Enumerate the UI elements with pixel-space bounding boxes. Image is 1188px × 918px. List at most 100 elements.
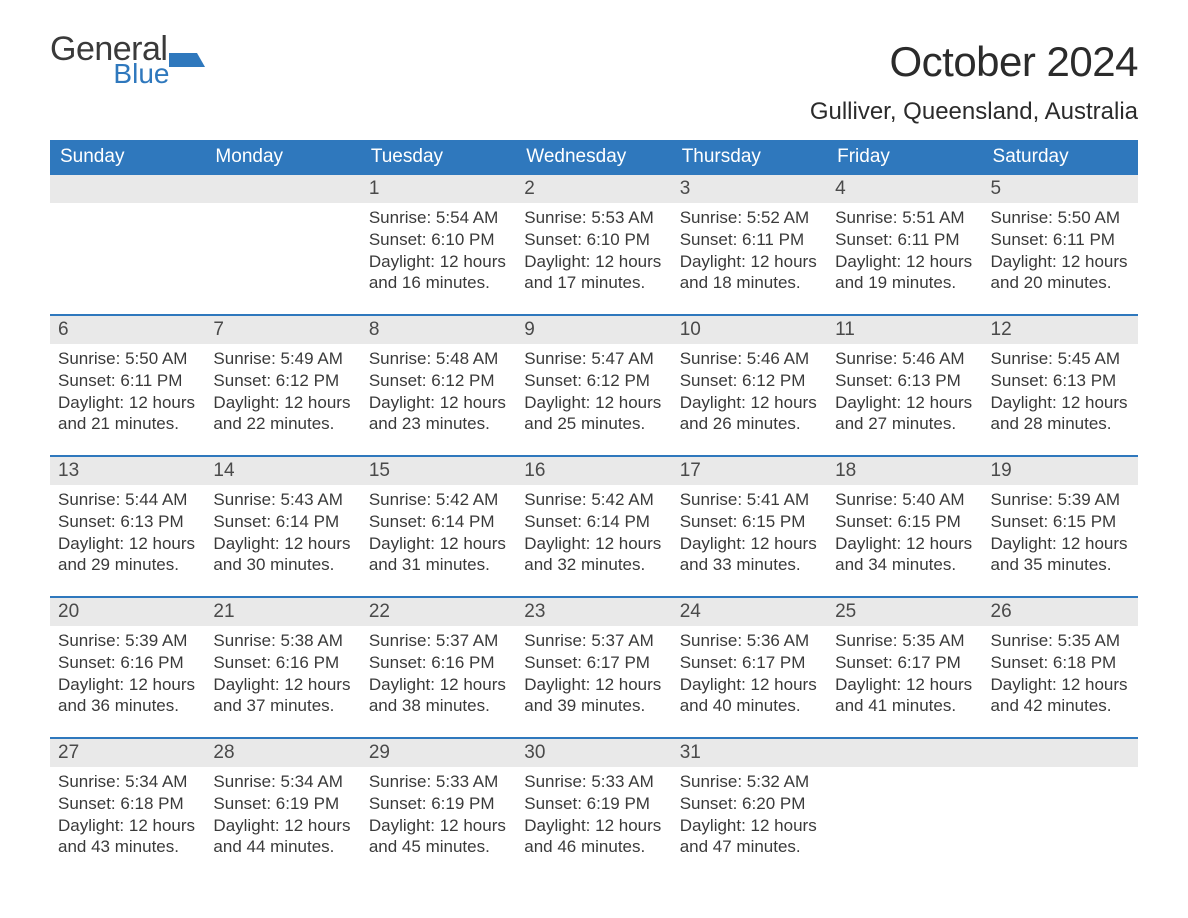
location-subtitle: Gulliver, Queensland, Australia — [810, 98, 1138, 126]
sunrise-line: Sunrise: 5:40 AM — [835, 489, 974, 511]
sunrise-line: Sunrise: 5:42 AM — [524, 489, 663, 511]
daylight-line: Daylight: 12 hours and 41 minutes. — [835, 674, 974, 718]
day-cell: 26Sunrise: 5:35 AMSunset: 6:18 PMDayligh… — [983, 598, 1138, 737]
sunrise-line: Sunrise: 5:35 AM — [991, 630, 1130, 652]
day-body: Sunrise: 5:51 AMSunset: 6:11 PMDaylight:… — [827, 203, 982, 314]
week-row: 6Sunrise: 5:50 AMSunset: 6:11 PMDaylight… — [50, 314, 1138, 455]
day-cell: 29Sunrise: 5:33 AMSunset: 6:19 PMDayligh… — [361, 739, 516, 878]
sunset-line: Sunset: 6:11 PM — [991, 229, 1130, 251]
day-number: 22 — [361, 598, 516, 626]
sunrise-line: Sunrise: 5:33 AM — [369, 771, 508, 793]
daylight-line: Daylight: 12 hours and 20 minutes. — [991, 251, 1130, 295]
day-cell: 9Sunrise: 5:47 AMSunset: 6:12 PMDaylight… — [516, 316, 671, 455]
day-number: 30 — [516, 739, 671, 767]
daylight-line: Daylight: 12 hours and 17 minutes. — [524, 251, 663, 295]
day-number: 5 — [983, 175, 1138, 203]
sunrise-line: Sunrise: 5:53 AM — [524, 207, 663, 229]
day-body: Sunrise: 5:45 AMSunset: 6:13 PMDaylight:… — [983, 344, 1138, 455]
day-body: Sunrise: 5:44 AMSunset: 6:13 PMDaylight:… — [50, 485, 205, 596]
day-number: 28 — [205, 739, 360, 767]
day-body: Sunrise: 5:39 AMSunset: 6:16 PMDaylight:… — [50, 626, 205, 737]
daylight-line: Daylight: 12 hours and 23 minutes. — [369, 392, 508, 436]
day-number — [205, 175, 360, 203]
sunset-line: Sunset: 6:19 PM — [369, 793, 508, 815]
day-cell: 19 Sunrise: 5:39 AMSunset: 6:15 PMDayligh… — [983, 457, 1138, 596]
day-cell: 15Sunrise: 5:42 AMSunset: 6:14 PMDayligh… — [361, 457, 516, 596]
sunrise-line: Sunrise: 5:51 AM — [835, 207, 974, 229]
week-row: 13Sunrise: 5:44 AMSunset: 6:13 PMDayligh… — [50, 455, 1138, 596]
sunset-line: Sunset: 6:16 PM — [369, 652, 508, 674]
day-cell: 31Sunrise: 5:32 AMSunset: 6:20 PMDayligh… — [672, 739, 827, 878]
dow-cell: Wednesday — [516, 140, 671, 175]
day-cell — [827, 739, 982, 878]
day-number: 2 — [516, 175, 671, 203]
day-cell — [983, 739, 1138, 878]
day-body: Sunrise: 5:47 AMSunset: 6:12 PMDaylight:… — [516, 344, 671, 455]
sunrise-line: Sunrise: 5:39 AM — [991, 489, 1130, 511]
dow-cell: Saturday — [983, 140, 1138, 175]
week-row: 27Sunrise: 5:34 AMSunset: 6:18 PMDayligh… — [50, 737, 1138, 878]
day-body: Sunrise: 5:50 AMSunset: 6:11 PMDaylight:… — [983, 203, 1138, 314]
sunset-line: Sunset: 6:17 PM — [680, 652, 819, 674]
day-cell: 22Sunrise: 5:37 AMSunset: 6:16 PMDayligh… — [361, 598, 516, 737]
sunset-line: Sunset: 6:16 PM — [213, 652, 352, 674]
day-cell: 8Sunrise: 5:48 AMSunset: 6:12 PMDaylight… — [361, 316, 516, 455]
sunset-line: Sunset: 6:14 PM — [369, 511, 508, 533]
daylight-line: Daylight: 12 hours and 22 minutes. — [213, 392, 352, 436]
day-cell — [50, 175, 205, 314]
sunrise-line: Sunrise: 5:35 AM — [835, 630, 974, 652]
daylight-line: Daylight: 12 hours and 46 minutes. — [524, 815, 663, 859]
day-number — [50, 175, 205, 203]
daylight-line: Daylight: 12 hours and 35 minutes. — [991, 533, 1130, 577]
day-cell: 6Sunrise: 5:50 AMSunset: 6:11 PMDaylight… — [50, 316, 205, 455]
day-cell: 7Sunrise: 5:49 AMSunset: 6:12 PMDaylight… — [205, 316, 360, 455]
day-body: Sunrise: 5:36 AMSunset: 6:17 PMDaylight:… — [672, 626, 827, 737]
day-cell: 1Sunrise: 5:54 AMSunset: 6:10 PMDaylight… — [361, 175, 516, 314]
day-number: 10 — [672, 316, 827, 344]
day-cell: 4Sunrise: 5:51 AMSunset: 6:11 PMDaylight… — [827, 175, 982, 314]
day-number: 31 — [672, 739, 827, 767]
dow-cell: Tuesday — [361, 140, 516, 175]
day-number: 6 — [50, 316, 205, 344]
day-cell: 3Sunrise: 5:52 AMSunset: 6:11 PMDaylight… — [672, 175, 827, 314]
sunset-line: Sunset: 6:18 PM — [991, 652, 1130, 674]
sunrise-line: Sunrise: 5:38 AM — [213, 630, 352, 652]
daylight-line: Daylight: 12 hours and 34 minutes. — [835, 533, 974, 577]
day-cell: 13Sunrise: 5:44 AMSunset: 6:13 PMDayligh… — [50, 457, 205, 596]
brand-logo: General Blue — [50, 32, 205, 88]
sunrise-line: Sunrise: 5:46 AM — [680, 348, 819, 370]
sunset-line: Sunset: 6:17 PM — [835, 652, 974, 674]
day-cell: 2Sunrise: 5:53 AMSunset: 6:10 PMDaylight… — [516, 175, 671, 314]
title-block: October 2024 Gulliver, Queensland, Austr… — [810, 38, 1138, 126]
sunset-line: Sunset: 6:19 PM — [524, 793, 663, 815]
day-number: 11 — [827, 316, 982, 344]
day-cell: 23Sunrise: 5:37 AMSunset: 6:17 PMDayligh… — [516, 598, 671, 737]
day-body: Sunrise: 5:35 AMSunset: 6:17 PMDaylight:… — [827, 626, 982, 737]
daylight-line: Daylight: 12 hours and 25 minutes. — [524, 392, 663, 436]
dow-cell: Sunday — [50, 140, 205, 175]
daylight-line: Daylight: 12 hours and 42 minutes. — [991, 674, 1130, 718]
day-body: Sunrise: 5:41 AMSunset: 6:15 PMDaylight:… — [672, 485, 827, 596]
sunset-line: Sunset: 6:20 PM — [680, 793, 819, 815]
day-number: 18 — [827, 457, 982, 485]
calendar: SundayMondayTuesdayWednesdayThursdayFrid… — [50, 140, 1138, 878]
sunrise-line: Sunrise: 5:54 AM — [369, 207, 508, 229]
dow-cell: Friday — [827, 140, 982, 175]
day-number: 17 — [672, 457, 827, 485]
day-number: 14 — [205, 457, 360, 485]
sunrise-line: Sunrise: 5:34 AM — [213, 771, 352, 793]
sunset-line: Sunset: 6:15 PM — [835, 511, 974, 533]
sunset-line: Sunset: 6:14 PM — [524, 511, 663, 533]
day-cell: 10Sunrise: 5:46 AMSunset: 6:12 PMDayligh… — [672, 316, 827, 455]
header: General Blue October 2024 Gulliver, Quee… — [50, 38, 1138, 126]
day-body: Sunrise: 5:37 AMSunset: 6:16 PMDaylight:… — [361, 626, 516, 737]
sunset-line: Sunset: 6:15 PM — [680, 511, 819, 533]
day-body: Sunrise: 5:33 AMSunset: 6:19 PMDaylight:… — [516, 767, 671, 878]
sunset-line: Sunset: 6:11 PM — [835, 229, 974, 251]
day-cell: 25Sunrise: 5:35 AMSunset: 6:17 PMDayligh… — [827, 598, 982, 737]
sunset-line: Sunset: 6:15 PM — [991, 511, 1130, 533]
daylight-line: Daylight: 12 hours and 29 minutes. — [58, 533, 197, 577]
day-number: 24 — [672, 598, 827, 626]
day-number: 19 — [983, 457, 1138, 485]
day-body: Sunrise: 5:37 AMSunset: 6:17 PMDaylight:… — [516, 626, 671, 737]
